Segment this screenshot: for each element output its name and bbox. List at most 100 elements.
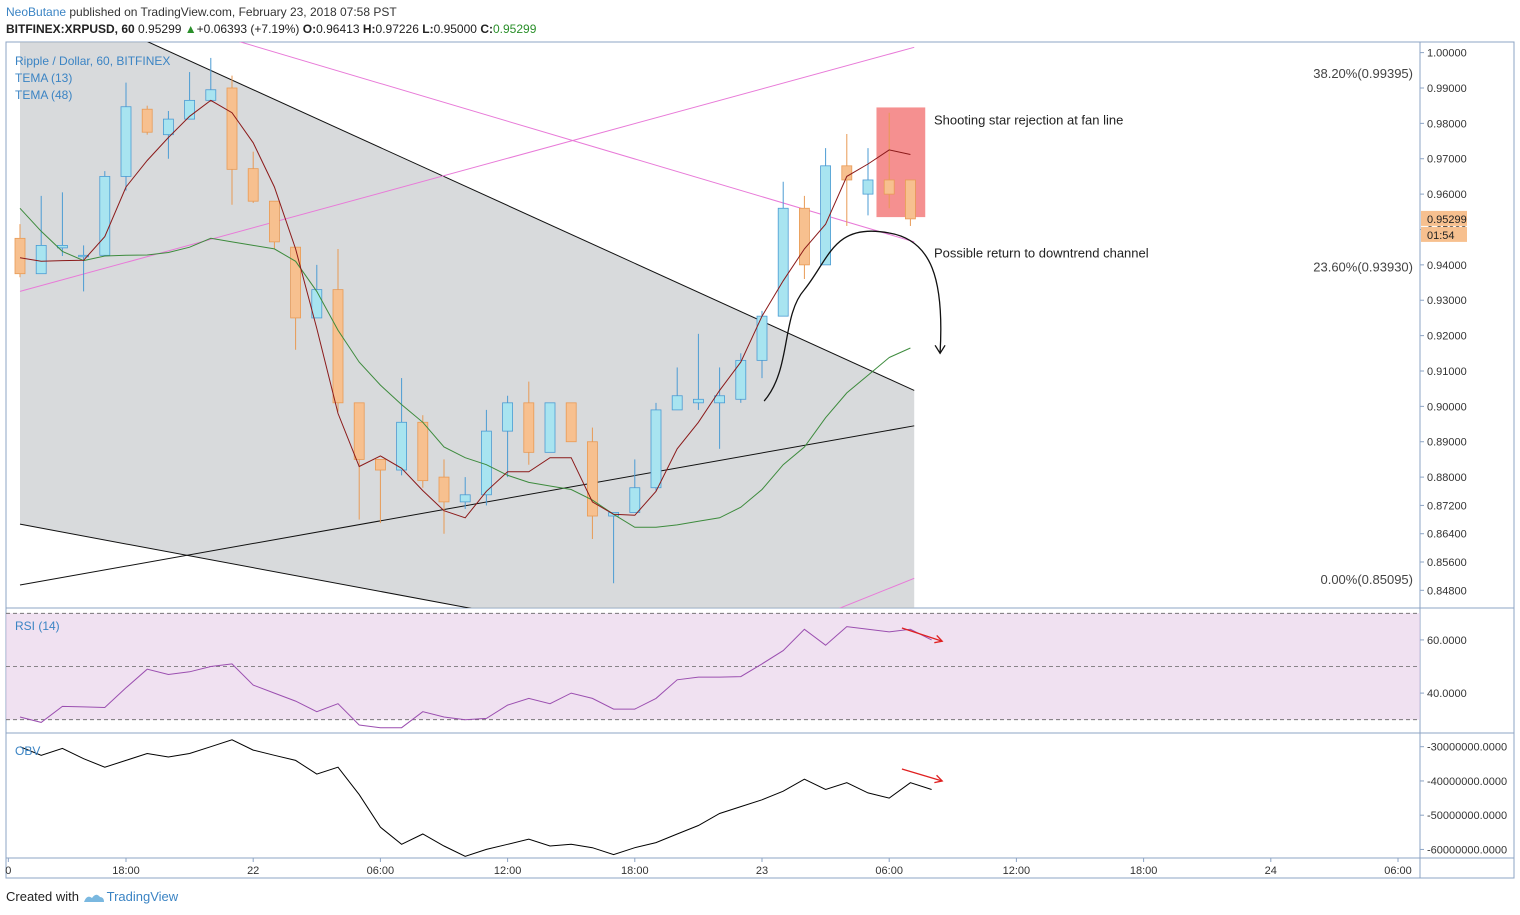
candle-bull: [862, 179, 874, 195]
fib-label-0: 0.00%(0.85095): [1320, 572, 1413, 587]
candle-bull: [650, 409, 662, 489]
symbol-label: BITFINEX:XRPUSD, 60: [6, 22, 135, 36]
rsi-line: [19, 626, 932, 729]
candle-bear: [905, 179, 916, 220]
candle-bull: [396, 421, 408, 471]
shooting-star-highlight: [876, 107, 926, 218]
rsi-tick-label: 40.0000: [1427, 688, 1467, 700]
candle-bull: [205, 89, 217, 101]
legend-rsi[interactable]: RSI (14): [15, 619, 60, 633]
candle-bull: [459, 494, 471, 503]
fib-fan-line: [238, 42, 915, 243]
obv-tick-label: -50000000.0000: [1427, 810, 1507, 822]
candle-bear: [438, 476, 450, 503]
indicator-layer: [6, 99, 1420, 857]
low-label: L:: [422, 22, 434, 36]
author-name[interactable]: NeoButane: [6, 5, 67, 19]
candle-bear: [374, 459, 386, 471]
time-tick-label: 18:00: [112, 865, 140, 877]
candle-bear: [141, 108, 153, 133]
channel-layer: [20, 42, 915, 608]
time-tick-label: 18:00: [621, 865, 649, 877]
price-tag-box: [1421, 210, 1467, 226]
obv-divergence-arrow-head-icon: [934, 774, 944, 784]
high-value: 0.97226: [375, 22, 419, 36]
obv-divergence-arrow: [901, 768, 943, 782]
high-label: H:: [362, 22, 376, 36]
obv-clip-group: [19, 739, 932, 857]
publish-info: NeoButane published on TradingView.com, …: [6, 5, 397, 19]
ohlc-bar: BITFINEX:XRPUSD, 60 0.95299 ▲+0.06393 (+…: [6, 22, 536, 36]
candle-bear: [353, 402, 365, 460]
tema13-line: [19, 99, 911, 519]
low-value: 0.95000: [433, 22, 477, 36]
candle-bull: [99, 176, 111, 256]
publish-date: published on TradingView.com, February 2…: [66, 5, 397, 19]
price-tick-label: 0.88000: [1427, 472, 1467, 484]
candle-bull: [35, 245, 47, 275]
price-tick-label: 0.87200: [1427, 500, 1467, 512]
price-change: +0.06393 (+7.19%): [196, 22, 300, 36]
obv-tick-label: -60000000.0000: [1427, 844, 1507, 856]
up-triangle-icon: ▲: [184, 22, 197, 36]
fib-fan-line: [19, 46, 915, 292]
price-tick-label: 0.90000: [1427, 401, 1467, 413]
candle-bear: [268, 200, 280, 243]
close-value: 0.95299: [492, 22, 537, 36]
legend-title[interactable]: Ripple / Dollar, 60, BITFINEX: [15, 54, 171, 68]
candle-bear: [799, 207, 810, 266]
legend-obv[interactable]: OBV: [15, 744, 41, 758]
time-tick-label: 0: [5, 865, 11, 877]
price-tick-label: 0.91000: [1427, 366, 1467, 378]
annotation-shooting-star: Shooting star rejection at fan line: [934, 113, 1123, 128]
open-value: 0.96413: [316, 22, 360, 36]
candle-bear: [587, 441, 598, 517]
candle-bull: [544, 402, 556, 453]
candle-bull: [502, 402, 514, 432]
candle-bull: [78, 254, 89, 258]
price-tick-label: 0.89000: [1427, 437, 1467, 449]
obv-tick-label: -40000000.0000: [1427, 776, 1507, 788]
legend-tema48[interactable]: TEMA (48): [15, 88, 73, 102]
channel-lower-line: [19, 523, 472, 608]
candle-bull: [480, 430, 492, 496]
rsi-clip-group: [19, 626, 932, 729]
candle-bull: [120, 106, 132, 177]
fib-fan-line: [838, 577, 915, 608]
rsi-divergence-arrow: [901, 627, 943, 642]
legend-tema13[interactable]: TEMA (13): [15, 71, 73, 85]
candle-bear: [332, 289, 344, 404]
time-tick-label: 06:00: [1384, 865, 1412, 877]
price-tick-label: 0.84800: [1427, 585, 1467, 597]
candle-bear: [417, 421, 429, 482]
candle-bull: [162, 118, 174, 136]
fib-label-3820: 38.20%(0.99395): [1313, 66, 1413, 81]
candle-bear: [226, 87, 238, 170]
price-tick-label: 1.00000: [1427, 48, 1467, 60]
candle-bull: [311, 289, 323, 319]
price-tick-label: 0.96000: [1427, 189, 1467, 201]
candle-bear: [565, 402, 577, 443]
candle-bear: [523, 402, 535, 453]
footer-created: Created with: [6, 889, 79, 904]
price-tag-label: 0.95299: [1427, 214, 1467, 226]
candle-bull: [777, 207, 789, 317]
axis-layer: 1.000000.990000.980000.970000.960000.950…: [5, 48, 1507, 877]
time-tick-label: 18:00: [1130, 865, 1158, 877]
time-tick-label: 22: [247, 865, 259, 877]
annotation-return-channel: Possible return to downtrend channel: [934, 246, 1149, 261]
projection-arrow: [763, 230, 942, 402]
candle-bear: [14, 237, 26, 275]
candle-bear: [841, 165, 853, 181]
chart-frame: [5, 41, 1515, 879]
fan-trendline: [19, 425, 915, 586]
time-tick-label: 12:00: [494, 865, 522, 877]
footer-brand[interactable]: TradingView: [106, 889, 179, 904]
price-tick-label: 0.98000: [1427, 118, 1467, 130]
price-tick-label: 0.85600: [1427, 557, 1467, 569]
time-tick-label: 24: [1265, 865, 1277, 877]
candle-bear: [883, 179, 895, 195]
time-tick-label: 06:00: [875, 865, 903, 877]
candle-bull: [629, 487, 641, 513]
